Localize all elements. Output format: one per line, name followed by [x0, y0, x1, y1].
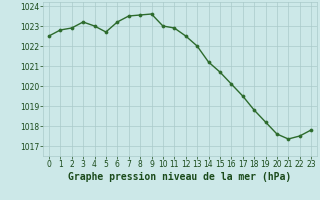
- X-axis label: Graphe pression niveau de la mer (hPa): Graphe pression niveau de la mer (hPa): [68, 172, 292, 182]
